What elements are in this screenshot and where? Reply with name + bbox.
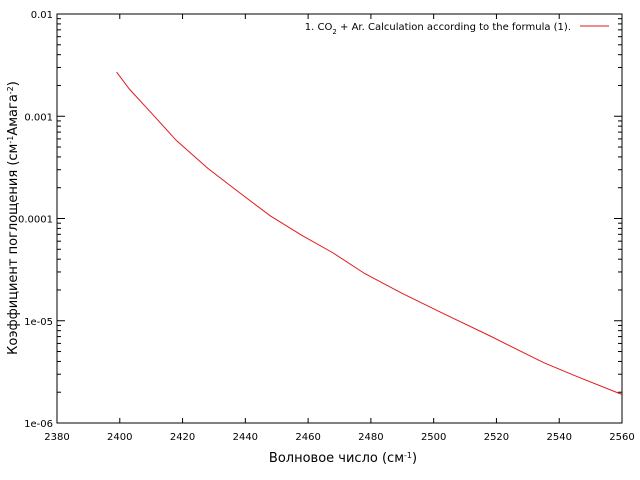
x-tick-label: 2380: [44, 432, 69, 443]
x-tick-label: 2400: [107, 432, 132, 443]
x-tick-label: 2540: [546, 432, 571, 443]
y-tick-label: 0.001: [24, 112, 53, 123]
x-tick-label: 2420: [170, 432, 195, 443]
legend: 1. CO2 + Ar. Calculation according to th…: [305, 22, 609, 36]
y-tick-label: 0.01: [31, 10, 53, 21]
x-tick-label: 2460: [295, 432, 320, 443]
y-axis-title: Коэффициент поглощения (см-1Амага-2): [6, 81, 22, 355]
x-axis-title: Волновое число (см-1): [269, 451, 417, 467]
x-tick-label: 2440: [233, 432, 258, 443]
y-tick-label: 1e-05: [24, 317, 53, 328]
x-tick-label: 2480: [358, 432, 383, 443]
series-line: [116, 71, 623, 395]
y-tick-label: 0.0001: [18, 215, 53, 226]
legend-entry-text: 1. CO2 + Ar. Calculation according to th…: [305, 22, 571, 36]
x-axis-ticks: 2380 2400 2420 2440 2460 2480 2500 2520 2540 2560: [44, 14, 635, 443]
series-layer: [116, 71, 623, 395]
x-tick-label: 2520: [484, 432, 509, 443]
x-tick-label: 2500: [421, 432, 446, 443]
y-axis-ticks: 1e-06 1e-05 0.0001 0.001 0.01: [18, 10, 622, 430]
y-tick-label: 1e-06: [24, 419, 53, 430]
x-tick-label: 2560: [609, 432, 634, 443]
plot-frame: [56, 13, 623, 424]
